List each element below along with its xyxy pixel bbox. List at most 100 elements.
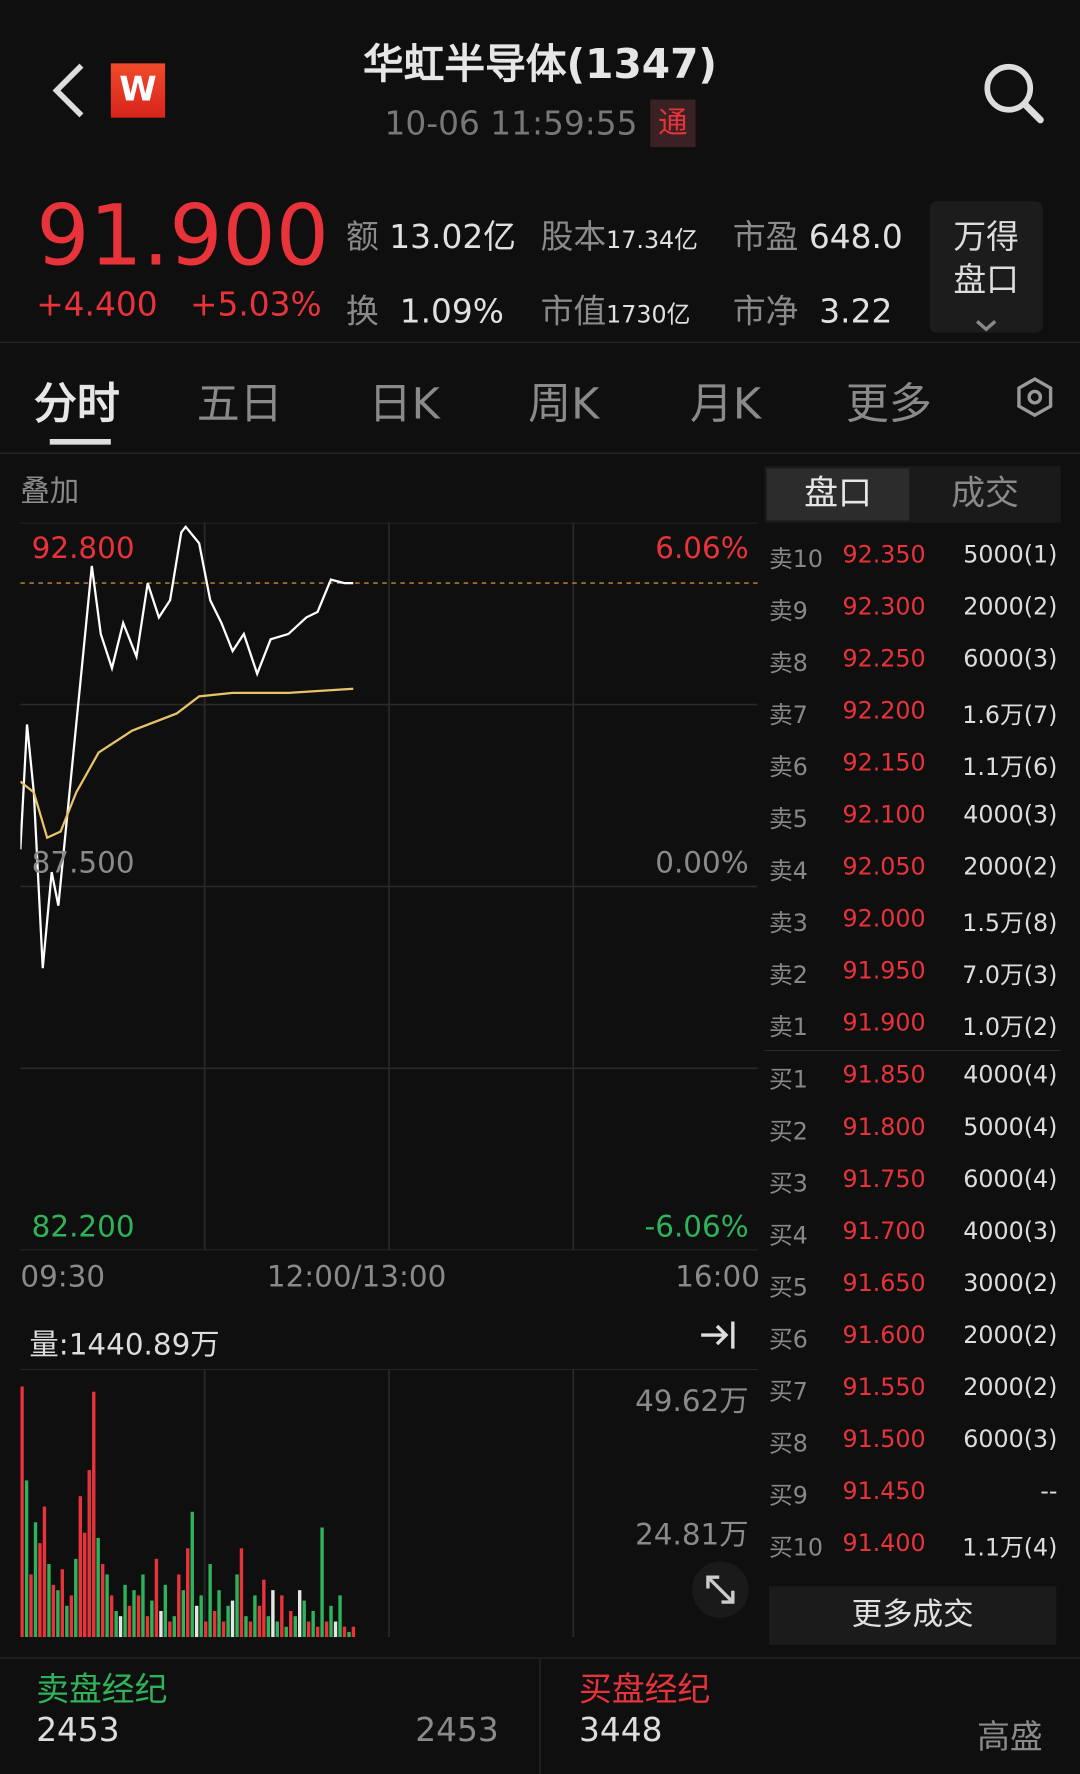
ask-row[interactable]: 卖8 92.250 6000(3): [769, 634, 1057, 686]
bid-row[interactable]: 买10 91.400 1.1万(4): [769, 1518, 1057, 1570]
arrow-right-bar-icon: [701, 1321, 735, 1349]
stat-value: 1.09%: [399, 291, 504, 331]
pct-label-bottom: -6.06%: [644, 1210, 749, 1245]
volume-chart: [20, 1368, 758, 1638]
tab-intraday[interactable]: 分时: [33, 379, 120, 429]
stat-label: 市净: [732, 291, 799, 331]
level-price: 91.650: [842, 1269, 926, 1297]
y-label-mid: 87.500: [31, 846, 135, 881]
chart-settings-button[interactable]: [1013, 376, 1056, 424]
wind-orderbook-button[interactable]: 万得 盘口: [929, 201, 1043, 333]
back-button[interactable]: [45, 57, 90, 125]
volume-bar: [306, 1621, 311, 1638]
level-volume: 4000(3): [963, 1217, 1058, 1245]
level-price: 91.900: [842, 1009, 926, 1037]
volume-bar: [159, 1611, 163, 1638]
orderbook-tabs: 盘口 成交: [764, 466, 1061, 523]
ask-row[interactable]: 卖3 92.000 1.5万(8): [769, 894, 1057, 946]
bid-row[interactable]: 买7 91.550 2000(2): [769, 1362, 1057, 1414]
bid-row[interactable]: 买3 91.750 6000(4): [769, 1154, 1057, 1206]
volume-bar: [24, 1480, 29, 1638]
bid-row[interactable]: 买9 91.450 --: [769, 1466, 1057, 1518]
volume-bar: [47, 1564, 51, 1638]
volume-bar: [154, 1558, 159, 1638]
volume-bar: [29, 1574, 33, 1638]
volume-bar: [302, 1600, 306, 1638]
level-volume: 1.6万(7): [962, 701, 1058, 729]
volume-bar: [38, 1543, 42, 1638]
stat-label: 市盈: [732, 217, 799, 256]
ask-row[interactable]: 卖4 92.050 2000(2): [769, 842, 1057, 894]
more-trades-button[interactable]: 更多成交: [769, 1586, 1057, 1646]
fullscreen-button[interactable]: [692, 1561, 749, 1618]
volume-bar: [168, 1621, 172, 1638]
jump-latest-button[interactable]: [685, 1310, 746, 1360]
sell-broker-title: 卖盘经纪: [36, 1669, 168, 1709]
level-volume: 1.1万(6): [962, 753, 1058, 781]
divider: [0, 341, 1080, 343]
level-price: 92.350: [842, 540, 926, 568]
buy-broker-name[interactable]: 高盛: [977, 1717, 1043, 1756]
buy-broker-code[interactable]: 3448: [579, 1710, 663, 1750]
stat-market-cap: 市值1730亿: [541, 285, 691, 333]
bid-row[interactable]: 买6 91.600 2000(2): [769, 1310, 1057, 1362]
pct-label-top: 6.06%: [655, 531, 749, 566]
tab-5day[interactable]: 五日: [196, 379, 283, 429]
volume-bar: [145, 1616, 150, 1638]
price-change: +4.400: [36, 285, 158, 324]
level-volume: --: [1040, 1477, 1058, 1505]
volume-bar: [199, 1595, 203, 1638]
search-button[interactable]: [979, 59, 1047, 131]
connect-badge: 通: [650, 99, 696, 148]
volume-bar: [87, 1470, 91, 1638]
ask-row[interactable]: 卖9 92.300 2000(2): [769, 582, 1057, 634]
level-volume: 3000(2): [963, 1269, 1058, 1297]
ask-row[interactable]: 卖10 92.350 5000(1): [769, 529, 1057, 581]
level-label: 卖1: [769, 1013, 808, 1041]
ask-row[interactable]: 卖2 91.950 7.0万(3): [769, 946, 1057, 998]
intraday-price-chart[interactable]: [20, 522, 758, 1251]
ask-row[interactable]: 卖5 92.100 4000(3): [769, 790, 1057, 842]
volume-bar: [230, 1600, 235, 1638]
bid-row[interactable]: 买1 91.850 4000(4): [769, 1050, 1057, 1102]
ask-row[interactable]: 卖1 91.900 1.0万(2): [769, 998, 1057, 1050]
ask-row[interactable]: 卖6 92.150 1.1万(6): [769, 738, 1057, 790]
bid-row[interactable]: 买4 91.700 4000(3): [769, 1206, 1057, 1258]
level-label: 卖7: [769, 701, 808, 729]
volume-bar: [51, 1584, 56, 1638]
tab-weekly-k[interactable]: 周K: [528, 379, 600, 429]
page-title: 华虹半导体(1347): [362, 41, 718, 89]
logo-text: W: [119, 70, 157, 110]
volume-bar: [92, 1391, 96, 1638]
stat-share-capital: 股本17.34亿: [541, 210, 698, 258]
bid-row[interactable]: 买8 91.500 6000(3): [769, 1414, 1057, 1466]
bid-row[interactable]: 买5 91.650 3000(2): [769, 1258, 1057, 1310]
tab-orderbook[interactable]: 盘口: [766, 468, 910, 521]
volume-bar: [266, 1616, 271, 1638]
volume-bar: [320, 1527, 324, 1638]
stat-pe: 市盈 648.0: [733, 210, 903, 258]
tab-more[interactable]: 更多: [845, 379, 932, 429]
ask-row[interactable]: 卖7 92.200 1.6万(7): [769, 686, 1057, 738]
level-price: 92.000: [842, 905, 926, 933]
x-label-midday: 12:00/13:00: [266, 1260, 447, 1295]
stat-value: 17.34亿: [606, 226, 698, 254]
sell-broker-code[interactable]: 2453: [36, 1710, 120, 1750]
chevron-left-icon: [52, 63, 84, 118]
volume-bar: [190, 1511, 194, 1638]
bid-row[interactable]: 买2 91.800 5000(4): [769, 1102, 1057, 1154]
volume-bar: [297, 1590, 302, 1638]
level-label: 卖8: [769, 649, 808, 677]
level-volume: 4000(4): [963, 1061, 1058, 1089]
volume-bar: [42, 1506, 47, 1638]
level-volume: 4000(3): [963, 801, 1058, 829]
stat-value: 1730亿: [606, 300, 691, 329]
tab-monthly-k[interactable]: 月K: [689, 379, 762, 429]
sell-broker-name[interactable]: 2453: [415, 1710, 499, 1750]
tab-daily-k[interactable]: 日K: [368, 379, 440, 429]
volume-bar: [324, 1621, 329, 1638]
tab-trades[interactable]: 成交: [951, 474, 1019, 514]
wind-logo[interactable]: W: [110, 63, 166, 118]
overlay-button[interactable]: 叠加: [20, 475, 80, 510]
volume-bar: [347, 1631, 351, 1638]
